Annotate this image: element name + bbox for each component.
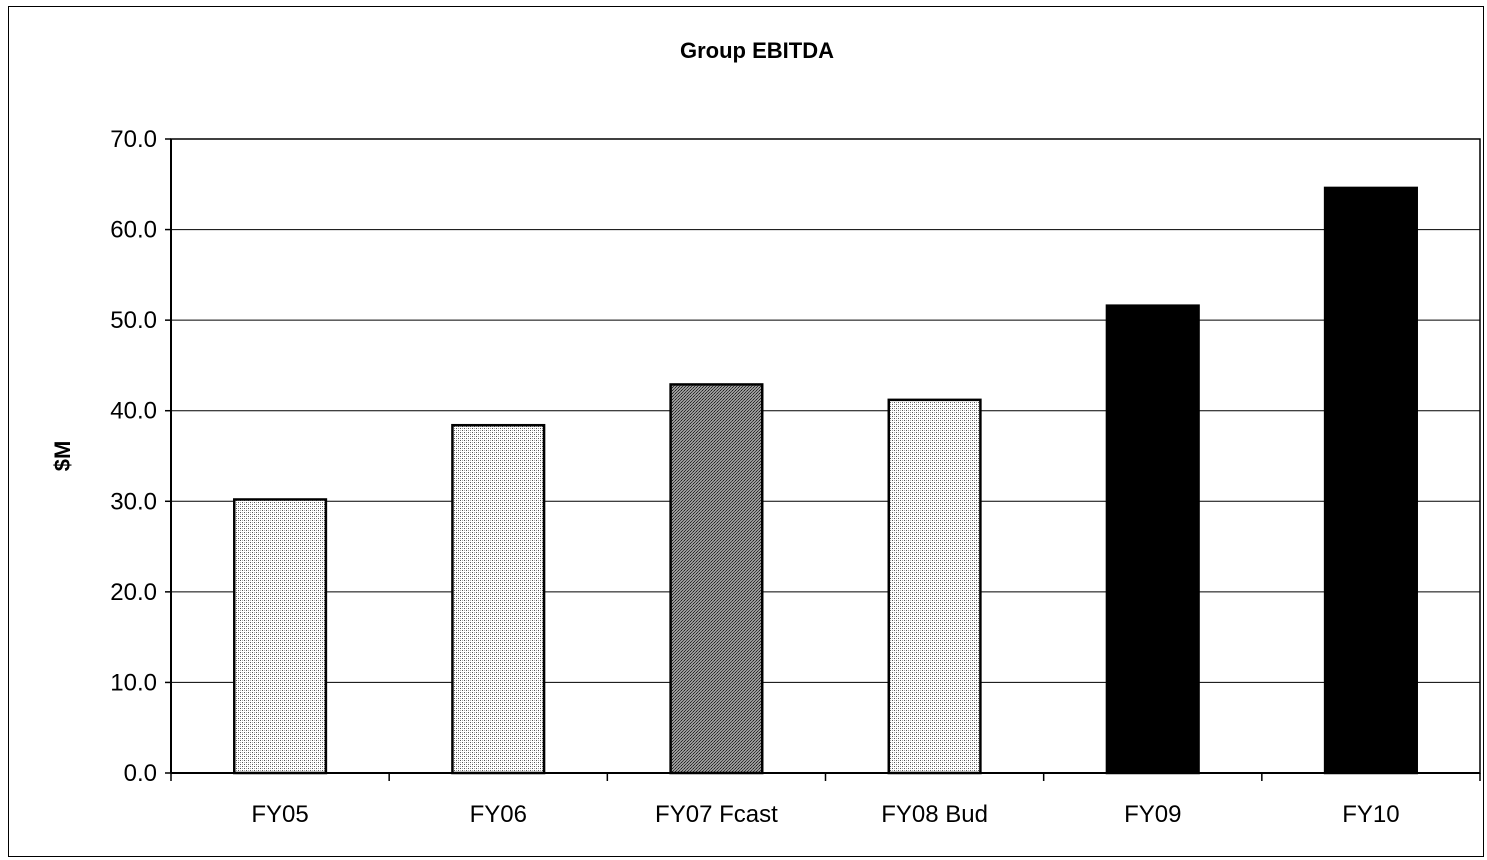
y-tick-label: 70.0 <box>110 126 157 153</box>
x-tick-label: FY07 Fcast <box>655 801 778 828</box>
x-tick-label: FY10 <box>1342 801 1399 828</box>
x-tick-label: FY06 <box>470 801 527 828</box>
bar-fy07-fcast <box>669 383 764 775</box>
y-tick-label: 40.0 <box>110 398 157 425</box>
x-tick-label: FY09 <box>1124 801 1181 828</box>
y-tick-label: 30.0 <box>110 488 157 515</box>
bar-fy08-bud <box>887 398 982 775</box>
y-axis-label: $M <box>50 441 75 472</box>
bar-fy05 <box>233 498 328 775</box>
y-tick-label: 60.0 <box>110 217 157 244</box>
bar-fy09 <box>1105 304 1200 775</box>
plot-area: 0.0 10.0 20.0 30.0 40.0 50.0 60.0 70.0 FY05 FY06 F… <box>110 126 1481 828</box>
x-tick-label: FY05 <box>251 801 308 828</box>
plot-border <box>170 138 1481 774</box>
y-tick-label: 20.0 <box>110 579 157 606</box>
x-tick-label: FY08 Bud <box>881 801 988 828</box>
y-tick-label: 10.0 <box>110 669 157 696</box>
bar-fy06 <box>451 423 546 775</box>
bar-fy10 <box>1323 186 1418 775</box>
y-tick-label: 50.0 <box>110 307 157 334</box>
y-tick-label: 0.0 <box>124 760 157 787</box>
chart-title: Group EBITDA <box>680 38 834 63</box>
